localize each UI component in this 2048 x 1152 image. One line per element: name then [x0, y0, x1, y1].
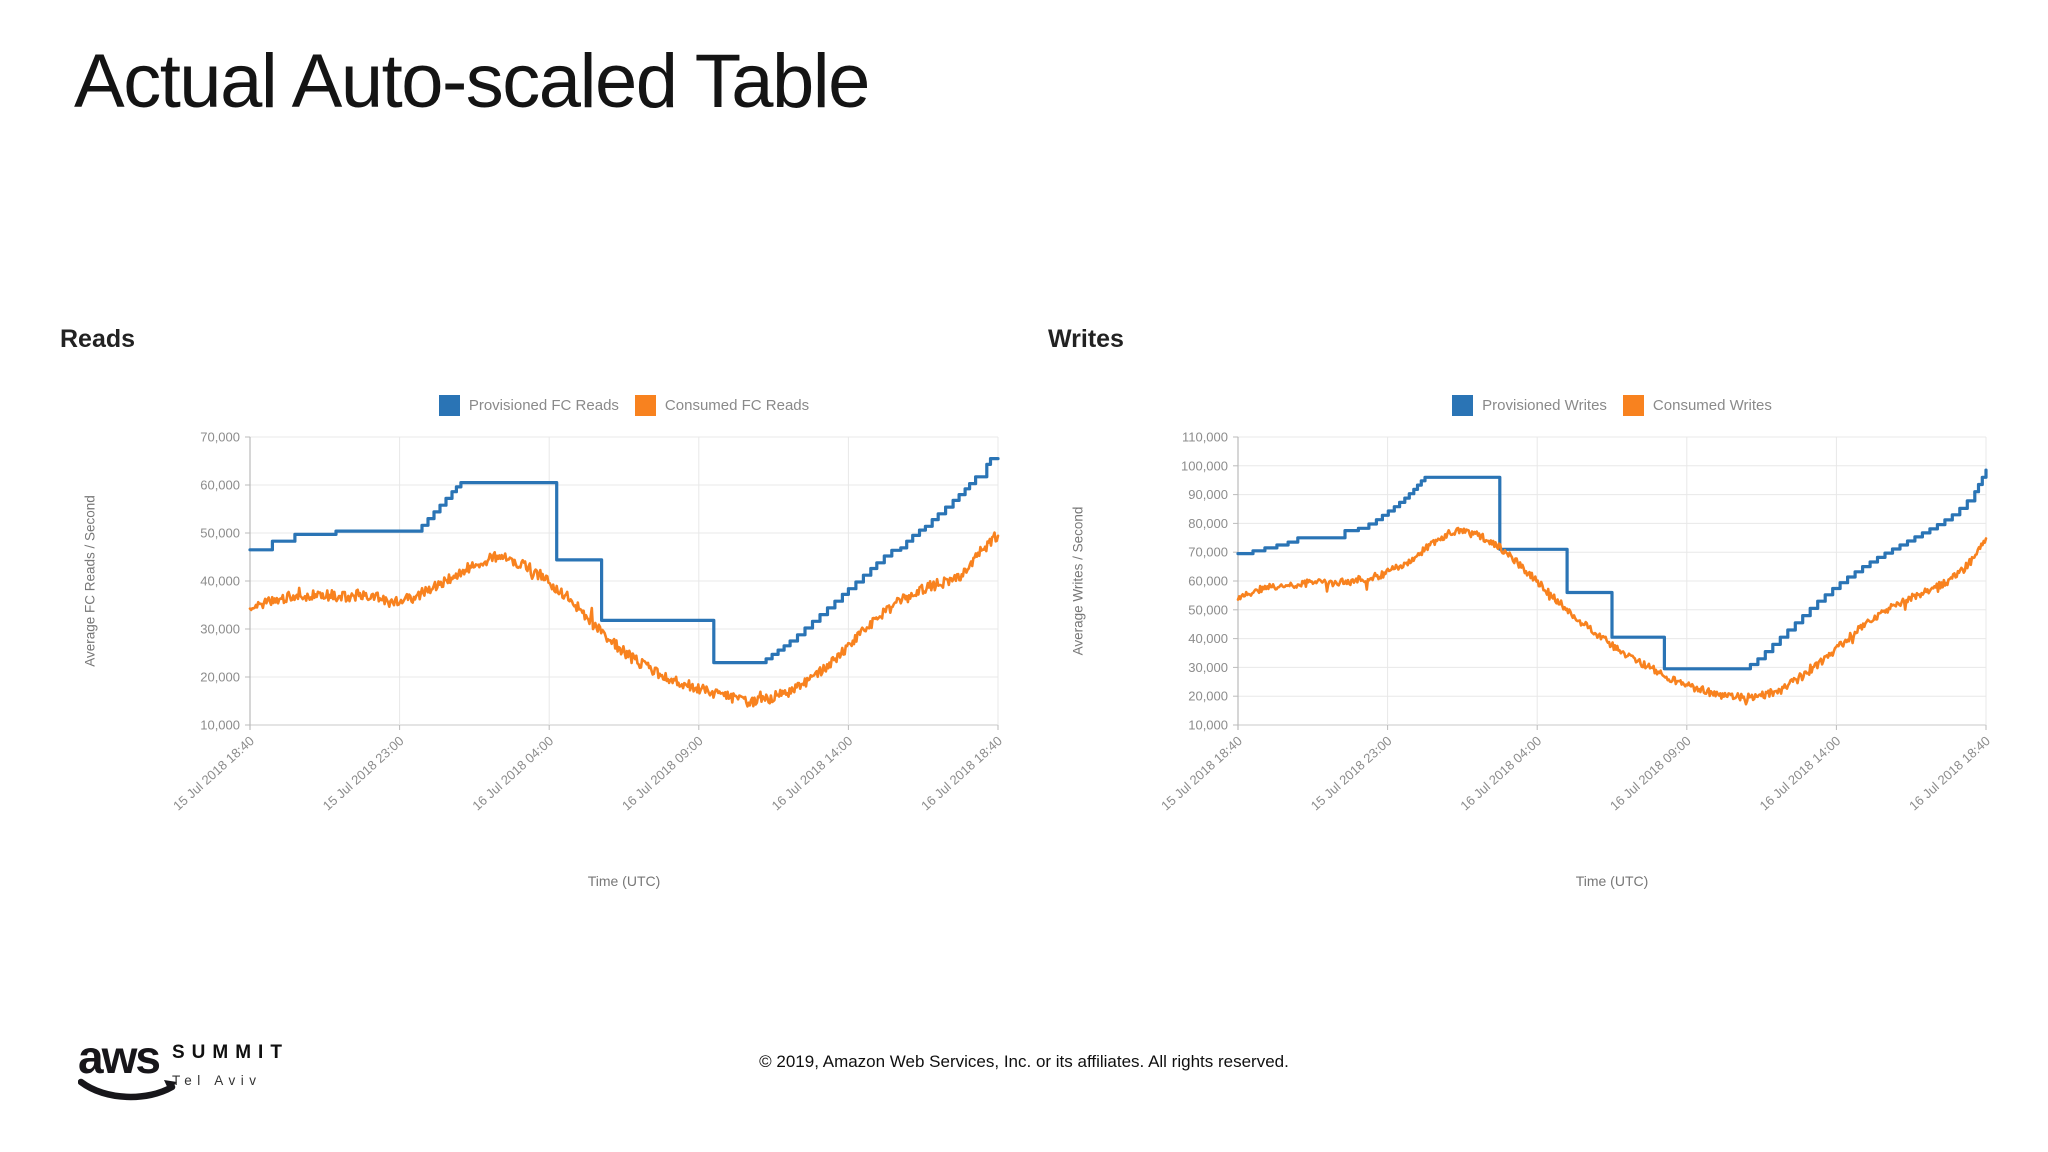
writes-plot-svg: 110,000 100,000 90,000 80,000 70,000 60,000 50…	[1158, 430, 1993, 814]
x-tick-label: 16 Jul 2018 09:00	[1607, 733, 1694, 813]
provisioned-swatch-icon	[1452, 395, 1474, 416]
x-tick-label: 16 Jul 2018 04:00	[1457, 733, 1544, 813]
writes-legend: Provisioned Writes Consumed Writes	[1238, 395, 1986, 416]
consumed-swatch-icon	[1622, 395, 1644, 416]
x-tick-label: 16 Jul 2018 18:40	[918, 733, 1005, 813]
y-tick-label: 50,000	[1188, 602, 1228, 617]
copyright-text: © 2019, Amazon Web Services, Inc. or its…	[759, 1052, 1289, 1071]
y-tick-label: 30,000	[1188, 660, 1228, 675]
page-title: Actual Auto-scaled Table	[74, 39, 870, 124]
writes-y-axis-title: Average Writes / Second	[1070, 506, 1086, 656]
summit-city-label: Tel Aviv	[172, 1073, 262, 1088]
summit-brand: SUMMIT Tel Aviv	[172, 1042, 289, 1088]
legend-label: Consumed Writes	[1652, 397, 1772, 414]
legend-label: Provisioned Writes	[1482, 397, 1607, 414]
y-tick-label: 10,000	[1188, 718, 1228, 733]
y-tick-label: 60,000	[1188, 574, 1228, 589]
legend-label: Consumed FC Reads	[664, 397, 810, 414]
y-tick-label: 70,000	[200, 430, 240, 445]
y-tick-label: 90,000	[1188, 487, 1228, 502]
y-tick-label: 10,000	[200, 718, 240, 733]
consumed-swatch-icon	[634, 395, 656, 416]
summit-label: SUMMIT	[172, 1042, 289, 1063]
consumed-fc-reads-line	[248, 531, 1000, 708]
y-tick-label: 80,000	[1188, 516, 1228, 531]
consumed-writes-line	[1236, 526, 1988, 706]
y-tick-label: 110,000	[1182, 430, 1228, 445]
legend-label: Provisioned FC Reads	[468, 397, 619, 414]
reads-chart-heading: Reads	[60, 325, 136, 353]
x-tick-label: 15 Jul 2018 23:00	[1308, 733, 1395, 813]
aws-logo-text: aws	[78, 1031, 161, 1083]
provisioned-swatch-icon	[438, 395, 460, 416]
y-tick-label: 50,000	[200, 526, 240, 541]
legend-item-provisioned: Provisioned FC Reads	[438, 395, 619, 416]
reads-chart: Reads Provisioned FC Reads Consumed FC R…	[60, 325, 1050, 900]
x-tick-label: 15 Jul 2018 18:40	[1158, 733, 1245, 813]
y-tick-label: 70,000	[1188, 545, 1228, 560]
aws-smile-icon	[78, 1078, 177, 1101]
y-tick-label: 100,000	[1181, 458, 1228, 473]
writes-chart-heading: Writes	[1048, 325, 1124, 353]
x-tick-label: 15 Jul 2018 23:00	[320, 733, 407, 813]
provisioned-fc-reads-line	[248, 457, 1000, 665]
y-tick-label: 40,000	[1188, 631, 1228, 646]
x-tick-label: 16 Jul 2018 09:00	[619, 733, 706, 813]
legend-item-provisioned: Provisioned Writes	[1452, 395, 1607, 416]
reads-plot-svg: 70,000 60,000 50,000 40,000 30,000 20,000 10,0…	[170, 430, 1005, 814]
y-tick-label: 20,000	[200, 670, 240, 685]
legend-item-consumed: Consumed FC Reads	[634, 395, 810, 416]
writes-chart: Writes Provisioned Writes Consumed Write…	[1048, 325, 2038, 900]
legend-item-consumed: Consumed Writes	[1622, 395, 1772, 416]
reads-y-axis-title: Average FC Reads / Second	[82, 495, 98, 667]
writes-x-axis-title: Time (UTC)	[1575, 873, 1649, 889]
x-tick-label: 15 Jul 2018 18:40	[170, 733, 257, 813]
reads-x-axis-title: Time (UTC)	[587, 873, 661, 889]
y-tick-label: 40,000	[200, 574, 240, 589]
x-tick-label: 16 Jul 2018 14:00	[1757, 733, 1844, 813]
y-tick-label: 30,000	[200, 622, 240, 637]
x-tick-label: 16 Jul 2018 04:00	[469, 733, 556, 813]
x-tick-label: 16 Jul 2018 14:00	[769, 733, 856, 813]
y-tick-label: 60,000	[200, 478, 240, 493]
reads-legend: Provisioned FC Reads Consumed FC Reads	[250, 395, 998, 416]
provisioned-writes-line	[1236, 468, 1988, 671]
x-tick-label: 16 Jul 2018 18:40	[1906, 733, 1993, 813]
y-tick-label: 20,000	[1188, 689, 1228, 704]
aws-logo: aws	[78, 1031, 188, 1101]
